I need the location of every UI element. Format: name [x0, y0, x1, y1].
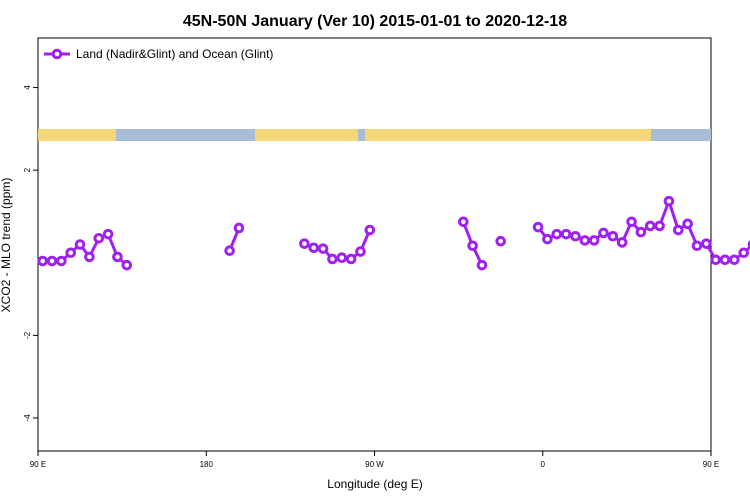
legend: Land (Nadir&Glint) and Ocean (Glint) — [44, 47, 273, 61]
data-point — [224, 245, 235, 256]
series-layer — [37, 195, 750, 271]
data-point — [691, 240, 703, 252]
data-point — [495, 235, 506, 247]
data-point — [56, 255, 67, 267]
data-point — [457, 216, 469, 228]
data-point — [719, 254, 731, 266]
x-tick-label: 90 W — [365, 460, 384, 469]
data-point — [644, 220, 656, 232]
data-point — [317, 243, 329, 254]
land-band-segment — [38, 129, 116, 141]
data-point — [336, 252, 348, 264]
chart-title: 45N-50N January (Ver 10) 2015-01-01 to 2… — [183, 13, 567, 30]
x-axis-ticks: 90 E 180 90 W 0 90 E — [30, 451, 719, 469]
data-point — [355, 246, 366, 257]
data-point — [570, 230, 581, 242]
data-point — [635, 226, 647, 238]
data-point — [654, 220, 665, 232]
data-point — [701, 238, 712, 249]
data-point — [46, 255, 58, 267]
data-point — [626, 216, 637, 228]
data-point — [532, 221, 544, 233]
data-point — [37, 255, 48, 267]
data-point — [663, 195, 675, 207]
data-point — [729, 254, 740, 266]
data-point — [308, 242, 320, 254]
land-band-segment — [255, 129, 358, 141]
data-point — [710, 254, 721, 266]
data-point — [112, 251, 123, 263]
y-tick-label: -2 — [23, 331, 32, 339]
data-point — [607, 230, 619, 242]
data-point — [551, 228, 563, 240]
data-point — [738, 247, 750, 259]
land-ocean-band — [38, 129, 711, 141]
y-axis-label: XCO2 - MLO trend (ppm) — [0, 178, 13, 313]
data-point — [682, 218, 693, 230]
x-tick-label: 0 — [541, 460, 546, 469]
data-point — [560, 228, 572, 240]
y-axis-ticks: -4 -2 2 4 — [23, 85, 38, 422]
data-point — [467, 240, 478, 252]
legend-marker — [51, 48, 63, 60]
data-point — [579, 235, 591, 246]
data-point — [65, 247, 77, 259]
land-band-segment — [365, 129, 651, 141]
data-point — [327, 253, 338, 265]
data-point — [121, 259, 133, 271]
data-point — [616, 237, 628, 248]
x-axis-label: Longitude (deg E) — [327, 477, 422, 491]
data-point — [93, 233, 105, 244]
y-tick-label: 4 — [23, 85, 32, 90]
x-tick-label: 90 E — [703, 460, 719, 469]
y-tick-label: -4 — [23, 414, 32, 422]
data-point — [672, 224, 684, 236]
data-point — [542, 233, 553, 245]
data-point — [364, 224, 376, 236]
y-tick-label: 2 — [23, 167, 32, 172]
data-point — [476, 259, 488, 271]
data-point — [588, 235, 600, 246]
data-point — [74, 239, 86, 250]
data-point — [233, 222, 245, 234]
x-tick-label: 90 E — [30, 460, 46, 469]
data-point — [102, 228, 114, 240]
plot-frame — [37, 37, 712, 452]
data-point — [84, 251, 95, 263]
data-point — [345, 253, 357, 265]
data-point — [598, 227, 609, 239]
legend-label: Land (Nadir&Glint) and Ocean (Glint) — [76, 47, 273, 61]
data-point — [299, 238, 310, 249]
x-tick-label: 180 — [200, 460, 214, 469]
